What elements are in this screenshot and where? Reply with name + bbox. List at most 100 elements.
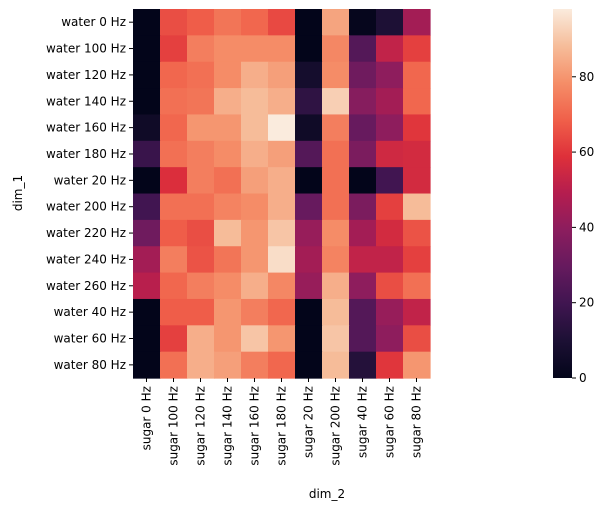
heatmap-cell — [187, 88, 215, 116]
heatmap-cell — [295, 219, 323, 247]
heatmap-cell — [349, 219, 377, 247]
heatmap-cell — [133, 193, 161, 221]
heatmap-cell — [376, 61, 404, 89]
x-tick-label: sugar 120 Hz — [194, 386, 208, 466]
heatmap-cell — [376, 88, 404, 116]
heatmap-cell — [349, 325, 377, 353]
y-tick-label: water 220 Hz — [46, 226, 126, 240]
colorbar-tick-label: 80 — [579, 70, 594, 84]
heatmap-cell — [160, 114, 188, 142]
heatmap-cell — [187, 9, 215, 36]
heatmap-cell — [268, 246, 296, 274]
heatmap-cell — [133, 35, 161, 63]
heatmap-cell — [322, 272, 350, 300]
heatmap-cell — [376, 272, 404, 300]
heatmap-cell — [295, 351, 323, 379]
heatmap-cell — [295, 246, 323, 274]
x-tick-label: sugar 20 Hz — [302, 386, 316, 458]
heatmap-cell — [133, 246, 161, 274]
heatmap-cell — [376, 193, 404, 221]
heatmap-cell — [349, 35, 377, 63]
heatmap-cell — [349, 246, 377, 274]
heatmap-cell — [133, 325, 161, 353]
heatmap-cell — [403, 167, 431, 195]
x-tick-label: sugar 140 Hz — [221, 386, 235, 466]
heatmap-cell — [403, 246, 431, 274]
heatmap-cell — [403, 193, 431, 221]
heatmap-cell — [214, 167, 242, 195]
heatmap-cell — [322, 219, 350, 247]
y-tick-label: water 40 Hz — [54, 305, 126, 319]
heatmap-cell — [322, 9, 350, 36]
heatmap-cell — [295, 193, 323, 221]
heatmap-cell — [241, 140, 269, 168]
heatmap-cell — [133, 167, 161, 195]
heatmap-cell — [160, 219, 188, 247]
heatmap-cell — [376, 246, 404, 274]
heatmap-cell — [349, 9, 377, 36]
heatmap-cell — [133, 9, 161, 36]
heatmap-cell — [322, 88, 350, 116]
heatmap-cell — [160, 35, 188, 63]
heatmap-cell — [403, 88, 431, 116]
heatmap-cell — [349, 351, 377, 379]
heatmap-cell — [160, 193, 188, 221]
heatmap-cell — [268, 35, 296, 63]
heatmap-cell — [268, 219, 296, 247]
x-tick-label: sugar 200 Hz — [329, 386, 343, 466]
heatmap-cell — [187, 193, 215, 221]
heatmap-cell — [214, 298, 242, 326]
heatmap-cell — [214, 193, 242, 221]
heatmap-cell — [187, 351, 215, 379]
heatmap-cell — [376, 351, 404, 379]
heatmap-cell — [349, 298, 377, 326]
heatmap-cell — [268, 140, 296, 168]
heatmap-cell — [241, 9, 269, 36]
heatmap-cell — [295, 167, 323, 195]
heatmap-cell — [268, 167, 296, 195]
heatmap-cell — [133, 298, 161, 326]
heatmap-cell — [268, 325, 296, 353]
heatmap-cell — [241, 246, 269, 274]
heatmap-cell — [403, 325, 431, 353]
y-axis-label: dim_1 — [11, 175, 25, 211]
heatmap-cell — [349, 272, 377, 300]
heatmap-cell — [268, 272, 296, 300]
heatmap-cell — [376, 219, 404, 247]
x-tick-label: sugar 160 Hz — [248, 386, 262, 466]
y-tick-labels: water 0 Hz water 100 Hz water 120 Hz water … — [46, 15, 133, 372]
heatmap-cell — [322, 167, 350, 195]
heatmap-cell — [214, 35, 242, 63]
heatmap-cell — [295, 114, 323, 142]
x-tick-label: sugar 40 Hz — [356, 386, 370, 458]
heatmap-cell — [241, 35, 269, 63]
heatmap-cell — [268, 193, 296, 221]
heatmap-cell — [187, 219, 215, 247]
heatmap-cell — [160, 9, 188, 36]
heatmap-cell — [187, 246, 215, 274]
colorbar — [553, 9, 572, 378]
heatmap-cell — [349, 61, 377, 89]
heatmap-cell — [349, 88, 377, 116]
heatmap-cell — [403, 298, 431, 326]
heatmap-cell — [403, 351, 431, 379]
heatmap-cell — [214, 246, 242, 274]
heatmap-cell — [322, 351, 350, 379]
y-tick-label: water 80 Hz — [54, 358, 126, 372]
x-tick-label: sugar 80 Hz — [410, 386, 424, 458]
heatmap-cell — [403, 219, 431, 247]
heatmap-cell — [268, 9, 296, 36]
y-tick-label: water 100 Hz — [46, 42, 126, 56]
heatmap-cell — [214, 351, 242, 379]
y-tick-label: water 260 Hz — [46, 279, 126, 293]
heatmap-cell — [214, 114, 242, 142]
heatmap-cell — [160, 167, 188, 195]
heatmap-cell — [376, 114, 404, 142]
heatmap-cell — [187, 61, 215, 89]
heatmap-cell — [295, 140, 323, 168]
heatmap-cell — [349, 114, 377, 142]
x-tick-label: sugar 60 Hz — [383, 386, 397, 458]
colorbar-tick-label: 40 — [579, 220, 594, 234]
heatmap-cell — [403, 272, 431, 300]
heatmap-cell — [214, 9, 242, 36]
